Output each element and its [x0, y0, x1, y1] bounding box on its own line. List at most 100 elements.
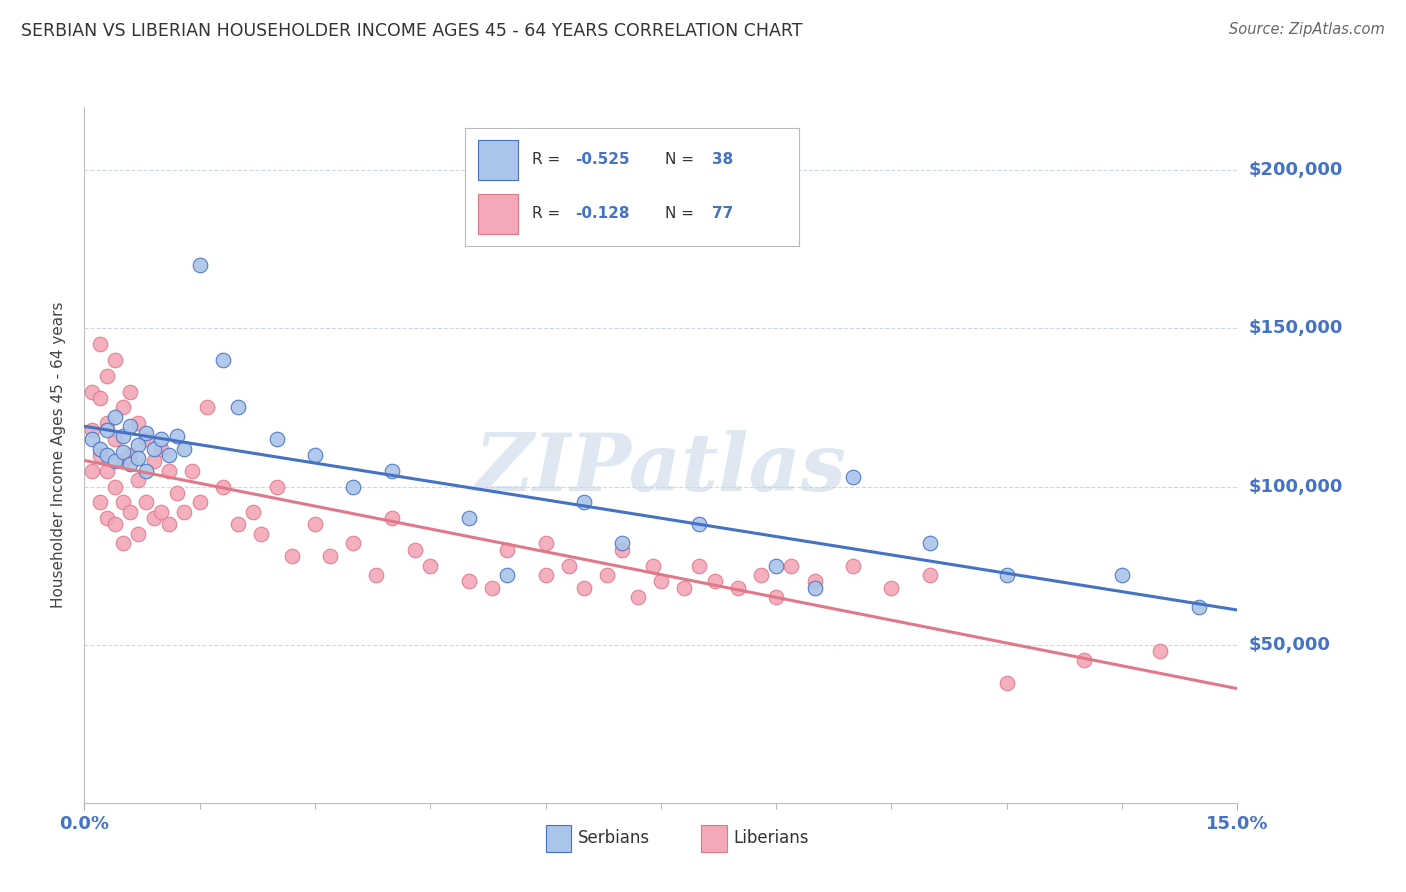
Point [111, 429, 134, 443]
Point [89, 442, 111, 456]
Point [120, 448, 142, 462]
Point [242, 505, 264, 519]
Point [127, 417, 149, 431]
Text: Liberians: Liberians [734, 830, 808, 847]
Text: $200,000: $200,000 [1249, 161, 1343, 179]
Point [612, 542, 634, 557]
Bar [546, 825, 571, 852]
Point [188, 258, 211, 272]
Point [780, 558, 803, 573]
Point [457, 511, 479, 525]
Point [304, 448, 326, 462]
Point [150, 505, 173, 519]
Point [226, 401, 249, 415]
Point [111, 536, 134, 550]
Point [281, 549, 304, 563]
Point [1111, 568, 1133, 582]
Point [481, 581, 503, 595]
Point [96, 417, 118, 431]
Text: $150,000: $150,000 [1249, 319, 1343, 337]
Point [150, 432, 173, 446]
Point [703, 574, 725, 589]
Point [188, 495, 211, 509]
Point [404, 542, 426, 557]
Text: $100,000: $100,000 [1249, 477, 1343, 496]
Point [612, 536, 634, 550]
Point [96, 511, 118, 525]
Point [650, 574, 672, 589]
Point [142, 442, 165, 456]
Text: SERBIAN VS LIBERIAN HOUSEHOLDER INCOME AGES 45 - 64 YEARS CORRELATION CHART: SERBIAN VS LIBERIAN HOUSEHOLDER INCOME A… [21, 22, 803, 40]
Text: $50,000: $50,000 [1249, 636, 1330, 654]
Point [135, 432, 157, 446]
Point [96, 464, 118, 478]
Point [142, 511, 165, 525]
Point [120, 419, 142, 434]
Point [96, 423, 118, 437]
Point [135, 495, 157, 509]
Point [89, 391, 111, 405]
Point [89, 448, 111, 462]
Point [266, 479, 288, 493]
Point [596, 568, 619, 582]
Point [304, 517, 326, 532]
Point [381, 511, 404, 525]
Point [111, 454, 134, 468]
Point [104, 454, 127, 468]
Point [96, 368, 118, 383]
Point [173, 442, 195, 456]
Point [250, 527, 273, 541]
Point [1149, 644, 1171, 658]
Point [765, 558, 787, 573]
Point [918, 568, 941, 582]
Point [381, 464, 404, 478]
Text: ZIPatlas: ZIPatlas [475, 430, 846, 508]
Point [127, 438, 149, 452]
Point [419, 558, 441, 573]
Point [266, 432, 288, 446]
Point [173, 505, 195, 519]
Point [765, 591, 787, 605]
Point [342, 536, 364, 550]
Point [166, 486, 188, 500]
Y-axis label: Householder Income Ages 45 - 64 years: Householder Income Ages 45 - 64 years [51, 301, 66, 608]
Point [995, 675, 1018, 690]
Point [120, 458, 142, 472]
Point [342, 479, 364, 493]
Point [181, 464, 204, 478]
Point [918, 536, 941, 550]
Point [96, 448, 118, 462]
Point [1073, 653, 1095, 667]
Point [803, 574, 825, 589]
Point [880, 581, 903, 595]
Point [995, 568, 1018, 582]
Point [211, 353, 233, 368]
Text: Serbians: Serbians [578, 830, 650, 847]
Point [688, 517, 710, 532]
Point [150, 442, 173, 456]
Point [80, 423, 103, 437]
Point [89, 337, 111, 351]
Bar [702, 825, 727, 852]
Point [572, 581, 595, 595]
Point [111, 495, 134, 509]
Point [366, 568, 388, 582]
Point [157, 448, 180, 462]
Point [104, 353, 127, 368]
Point [104, 409, 127, 424]
Point [104, 517, 127, 532]
Point [80, 432, 103, 446]
Point [135, 464, 157, 478]
Point [496, 568, 519, 582]
Text: Source: ZipAtlas.com: Source: ZipAtlas.com [1229, 22, 1385, 37]
Point [496, 542, 519, 557]
Point [89, 495, 111, 509]
Point [557, 558, 579, 573]
Point [157, 517, 180, 532]
Point [127, 473, 149, 487]
Point [127, 527, 149, 541]
Point [226, 517, 249, 532]
Point [803, 581, 825, 595]
Point [127, 451, 149, 466]
Point [842, 470, 865, 484]
